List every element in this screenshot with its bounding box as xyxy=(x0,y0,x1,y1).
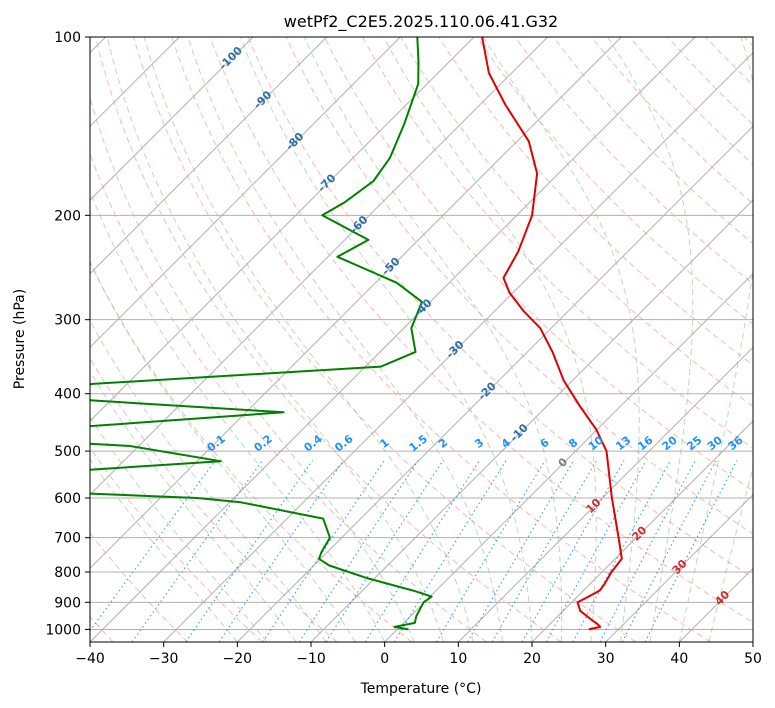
isotherm-line xyxy=(163,51,753,642)
temperature-line xyxy=(481,37,623,631)
moist-adiabat xyxy=(90,189,386,642)
moist-adiabat xyxy=(708,466,753,642)
x-tick-label: 0 xyxy=(380,651,389,667)
dry-adiabat xyxy=(629,37,753,165)
x-tick-label: −20 xyxy=(223,651,253,667)
mixing-ratio-line xyxy=(218,460,344,642)
moist-adiabat xyxy=(678,37,753,642)
isotherm-line xyxy=(90,37,401,349)
isotherm-line xyxy=(90,37,328,275)
x-tick-label: 20 xyxy=(523,651,541,667)
moist-adiabat xyxy=(90,319,327,642)
x-tick-label: 30 xyxy=(597,651,615,667)
dry-adiabat xyxy=(90,446,263,642)
isotherm-line xyxy=(90,37,549,496)
moist-adiabat xyxy=(90,370,297,642)
mixing-ratio-line xyxy=(545,460,647,642)
moist-adiabat xyxy=(187,37,503,642)
x-tick-label: −30 xyxy=(149,651,179,667)
profile-lines xyxy=(90,37,623,631)
isotherm-line xyxy=(236,125,753,642)
dry-adiabat xyxy=(171,37,711,642)
moist-adiabat xyxy=(239,37,533,642)
dry-adiabat xyxy=(209,37,753,623)
y-tick-label: 300 xyxy=(54,313,81,329)
mixing-ratio-line xyxy=(131,460,263,642)
y-tick-label: 200 xyxy=(54,208,81,224)
y-tick-label: 600 xyxy=(54,491,81,507)
moist-adiabat xyxy=(303,37,563,642)
y-tick-label: 100 xyxy=(54,30,81,46)
isotherm-line xyxy=(531,420,753,642)
y-tick-label: 900 xyxy=(54,595,81,611)
dry-adiabat xyxy=(133,37,637,642)
mixing-ratio-line xyxy=(185,460,314,642)
isotherm-line xyxy=(384,272,753,642)
mixing-ratio-line xyxy=(467,460,575,642)
x-axis: −40 −30 −20 −10 0 10 20 30 40 50 xyxy=(75,642,762,667)
mixing-ratio-line xyxy=(435,460,546,642)
y-axis-title: Pressure (hPa) xyxy=(12,289,28,389)
x-tick-label: 50 xyxy=(744,651,762,667)
isotherm-line xyxy=(90,37,475,422)
dry-adiabat xyxy=(323,37,753,492)
y-tick-label: 400 xyxy=(54,387,81,403)
y-axis: 100 200 300 400 500 600 700 800 900 1000 xyxy=(45,30,90,638)
moist-adiabat xyxy=(607,37,694,642)
isotherm-line xyxy=(90,37,254,201)
dewpoint-line xyxy=(90,37,433,631)
x-tick-label: 40 xyxy=(670,651,688,667)
x-tick-label: −40 xyxy=(75,651,105,667)
moist-adiabat xyxy=(482,37,640,642)
dry-adiabat xyxy=(247,37,753,579)
isotherm-line xyxy=(605,493,753,642)
y-tick-label: 1000 xyxy=(45,622,81,638)
y-tick-label: 700 xyxy=(54,531,81,547)
dry-adiabat xyxy=(514,37,753,285)
moist-adiabat xyxy=(90,416,268,642)
dry-adiabat xyxy=(95,37,562,642)
isotherm-line xyxy=(457,346,753,642)
mixing-ratio-line xyxy=(298,460,419,642)
dry-adiabat xyxy=(476,37,753,325)
dry-adiabat xyxy=(591,37,753,205)
x-tick-label: 10 xyxy=(449,651,467,667)
isotherm-line xyxy=(310,199,753,642)
mixing-ratio-line xyxy=(572,460,672,642)
dry-adiabat xyxy=(90,261,413,642)
plot-frame xyxy=(89,36,754,643)
mixing-ratio-line xyxy=(491,460,598,642)
y-tick-label: 500 xyxy=(54,444,81,460)
x-axis-title: Temperature (°C) xyxy=(360,681,482,697)
isotherm-line xyxy=(90,37,696,642)
moist-adiabat xyxy=(143,37,474,642)
y-tick-label: 800 xyxy=(54,565,81,581)
moist-adiabat xyxy=(90,260,356,642)
mixing-ratio-line xyxy=(521,460,625,642)
mixing-ratio-line xyxy=(90,460,216,632)
isotherm-line xyxy=(90,37,622,570)
dry-adiabat xyxy=(400,37,753,408)
reference-lines xyxy=(90,37,753,642)
chart-title: wetPf2_C2E5.2025.110.06.41.G32 xyxy=(284,12,558,32)
x-tick-label: −10 xyxy=(296,651,326,667)
moist-adiabat xyxy=(383,37,597,642)
moist-adiabat xyxy=(90,458,238,642)
